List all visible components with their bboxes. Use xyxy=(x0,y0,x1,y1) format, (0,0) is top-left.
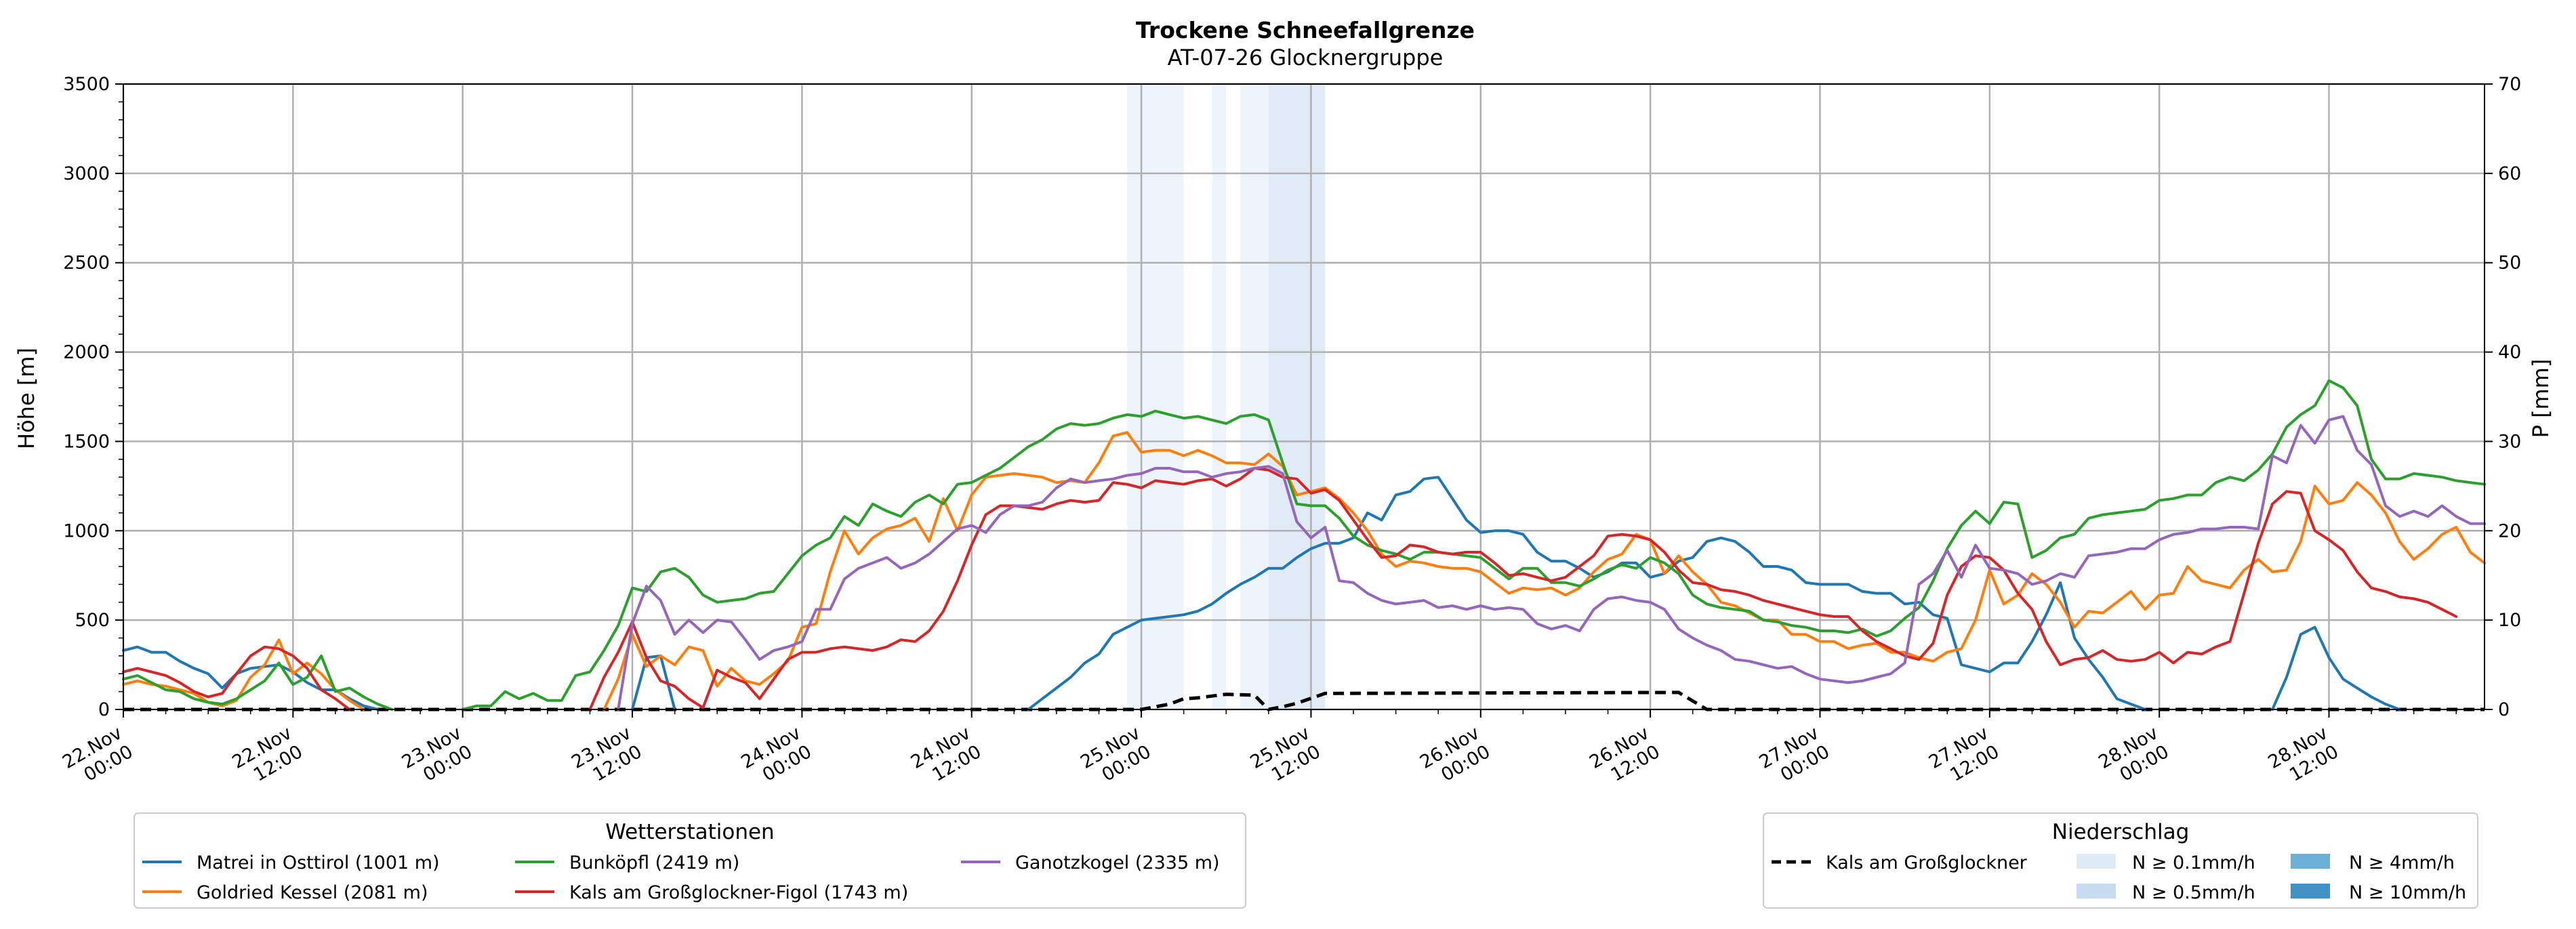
legend-stations-title: Wetterstationen xyxy=(605,820,774,844)
legend-label-n01: N ≥ 0.1mm/h xyxy=(2132,852,2255,873)
legend-label-goldried: Goldried Kessel (2081 m) xyxy=(197,882,428,903)
legend-label-ganotzkogel: Ganotzkogel (2335 m) xyxy=(1015,852,1220,873)
y2-tick-label: 70 xyxy=(2498,74,2521,95)
legend-precipitation: Niederschlag Kals am Großglockner N ≥ 0.… xyxy=(1763,812,2478,909)
y-tick-label: 3000 xyxy=(63,163,110,184)
y-tick-label: 0 xyxy=(98,699,110,720)
chart-subtitle: AT-07-26 Glocknergruppe xyxy=(1168,45,1444,70)
legend-swatch-n4 xyxy=(2291,854,2330,869)
legend-label-n10: N ≥ 10mm/h xyxy=(2349,882,2466,903)
series-line-2-0 xyxy=(122,654,394,711)
y-tick-label: 1500 xyxy=(63,431,110,452)
y2-tick-label: 50 xyxy=(2498,253,2521,274)
y2-tick-label: 40 xyxy=(2498,342,2521,363)
x-tick-label: 23.Nov00:00 xyxy=(398,722,476,791)
series-line-0-3 xyxy=(2271,625,2401,711)
legend-stations-frame xyxy=(134,812,1246,909)
y2-tick-label: 20 xyxy=(2498,520,2521,541)
y-tick-label: 2000 xyxy=(63,342,110,363)
legend-swatch-n01 xyxy=(2077,854,2116,869)
precip-band-2 xyxy=(1240,84,1269,709)
y-tick-label: 3500 xyxy=(63,74,110,95)
y-tick-label: 1000 xyxy=(63,520,110,541)
legend-label-n05: N ≥ 0.5mm/h xyxy=(2132,882,2255,903)
y2-axis-label: P [mm] xyxy=(2528,359,2554,438)
series-line-3-0 xyxy=(122,645,351,711)
legend-stations: Wetterstationen Matrei in Osttirol (1001… xyxy=(134,812,1246,909)
plot-frame xyxy=(123,83,2485,710)
precip-band-0 xyxy=(1127,84,1184,709)
series-line-4-0 xyxy=(617,415,2486,711)
legend-label-n4: N ≥ 4mm/h xyxy=(2349,852,2455,873)
y2-tick-label: 0 xyxy=(2498,699,2510,720)
legend-label-precip-line: Kals am Großglockner xyxy=(1826,852,2028,873)
legend-label-kals-figol: Kals am Großglockner-Figol (1743 m) xyxy=(569,882,908,903)
series-line-1-0 xyxy=(122,638,365,711)
precipitation-line-layer xyxy=(123,690,2485,711)
legend-swatch-n05 xyxy=(2077,884,2116,899)
y-tick-label: 2500 xyxy=(63,253,110,274)
legend-swatch-n10 xyxy=(2291,884,2330,899)
precipitation-bands xyxy=(1127,84,1326,709)
y2-tick-label: 30 xyxy=(2498,431,2521,452)
y2-tick-label: 60 xyxy=(2498,163,2521,184)
y2-tick-label: 10 xyxy=(2498,610,2521,631)
series-line-3-1 xyxy=(588,467,2458,711)
y-tick-label: 500 xyxy=(75,610,110,631)
y-axis-label: Höhe [m] xyxy=(14,348,39,449)
chart-title: Trockene Schneefallgrenze xyxy=(1136,17,1475,43)
series-line-2-1 xyxy=(461,379,2486,711)
series-line-0-2 xyxy=(1027,476,2147,711)
legend-label-bunkoepfl: Bunköpfl (2419 m) xyxy=(569,852,739,873)
series-line-1-1 xyxy=(602,431,2486,711)
legend-label-matrei: Matrei in Osttirol (1001 m) xyxy=(197,852,440,873)
station-series xyxy=(122,379,2486,711)
legend-precip-title: Niederschlag xyxy=(2052,820,2190,844)
precip-band-1 xyxy=(1212,84,1227,709)
precipitation-line xyxy=(123,690,2485,711)
precip-band-3 xyxy=(1268,84,1326,709)
